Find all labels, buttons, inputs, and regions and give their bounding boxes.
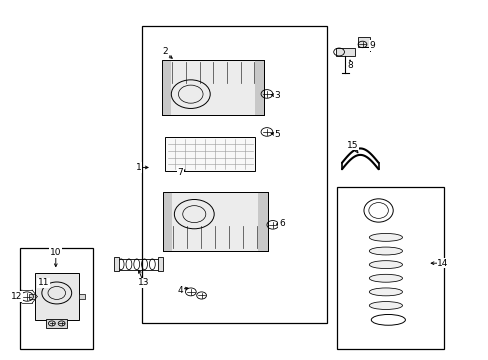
Bar [163, 192, 267, 251]
Text: 6: 6 [279, 219, 285, 228]
Bar [336, 187, 444, 348]
Text: 2: 2 [162, 47, 167, 56]
Ellipse shape [368, 274, 402, 282]
Text: 12: 12 [11, 292, 22, 301]
Text: 15: 15 [346, 141, 358, 150]
Bar [35, 273, 79, 320]
Bar [163, 192, 172, 251]
Text: 11: 11 [38, 278, 49, 287]
Bar [46, 319, 67, 328]
Bar [142, 26, 327, 323]
Text: 7: 7 [177, 168, 183, 177]
Bar [163, 192, 267, 251]
Ellipse shape [368, 233, 402, 241]
Bar [79, 294, 85, 300]
Text: 9: 9 [368, 41, 374, 50]
Text: 3: 3 [274, 91, 280, 100]
Text: 14: 14 [436, 259, 447, 268]
Text: 4: 4 [177, 286, 183, 295]
Ellipse shape [368, 261, 402, 269]
Text: 1: 1 [136, 163, 141, 172]
Bar [357, 37, 369, 47]
Bar [162, 60, 171, 115]
Ellipse shape [368, 247, 402, 255]
Ellipse shape [368, 302, 402, 310]
Ellipse shape [368, 288, 402, 296]
Bar [29, 294, 35, 300]
Bar [162, 60, 264, 115]
Bar [255, 60, 264, 115]
Bar [165, 137, 255, 171]
Bar [162, 60, 264, 115]
Text: 10: 10 [50, 248, 61, 257]
Text: 8: 8 [347, 62, 352, 71]
Bar [114, 257, 119, 271]
Bar [158, 257, 163, 271]
Bar [258, 192, 267, 251]
Bar [335, 48, 354, 56]
Text: 5: 5 [274, 130, 280, 139]
Text: 13: 13 [138, 278, 149, 287]
Bar [20, 248, 93, 348]
